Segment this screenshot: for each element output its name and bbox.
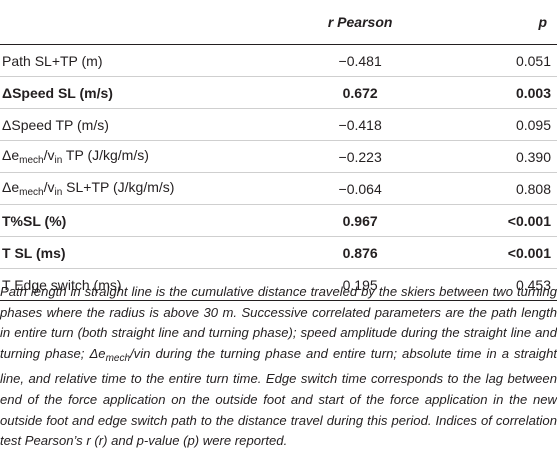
row-p-value: 0.095	[515, 116, 551, 133]
row-label: T SL (ms)	[2, 244, 66, 261]
row-label: T Edge switch (ms)	[2, 276, 122, 293]
footnote-part: Path length in straight line is the cumu…	[0, 284, 557, 361]
row-r-value: 0.967	[342, 212, 378, 229]
table-row: T%SL (%) 0.967 <0.001	[0, 205, 557, 237]
row-p-value: 0.453	[515, 276, 551, 293]
label-subscript: in	[54, 187, 63, 198]
row-r-value: −0.418	[338, 116, 382, 133]
row-p-value: 0.808	[515, 180, 551, 197]
header-p-value: p	[538, 14, 547, 30]
row-r-value: −0.481	[338, 52, 382, 69]
row-p-value: <0.001	[507, 212, 551, 229]
row-label: Path SL+TP (m)	[2, 52, 103, 69]
row-p-value: 0.390	[515, 148, 551, 165]
row-r-value: 0.672	[342, 84, 378, 101]
row-label: Δemech/vin SL+TP (J/kg/m/s)	[0, 173, 297, 205]
footnote-part: /vin during the turning phase and entire…	[0, 345, 557, 449]
label-part: Δe	[2, 147, 20, 163]
header-r-symbol: r	[327, 14, 334, 30]
row-label: Δemech/vin TP (J/kg/m/s)	[0, 141, 297, 173]
row-label: ΔSpeed TP (m/s)	[2, 116, 109, 133]
table-footnote: Path length in straight line is the cumu…	[0, 282, 557, 452]
header-r-label: Pearson	[333, 14, 393, 30]
table-header-row: r Pearson p	[0, 0, 557, 45]
header-r-pearson: r Pearson	[297, 0, 424, 45]
label-part: TP (J/kg/m/s)	[62, 147, 149, 163]
footnote-subscript: mech	[105, 352, 131, 364]
row-r-value: −0.064	[338, 180, 382, 197]
table-row: Δemech/vin SL+TP (J/kg/m/s) −0.064 0.808	[0, 173, 557, 205]
label-part: Δe	[2, 179, 20, 195]
table-row: T SL (ms) 0.876 <0.001	[0, 237, 557, 269]
label-part: /v	[43, 147, 55, 163]
correlation-table: r Pearson p Path SL+TP (m) −0.481 0.051 …	[0, 0, 557, 301]
label-part: SL+TP (J/kg/m/s)	[62, 179, 175, 195]
row-p-value: 0.003	[515, 84, 551, 101]
header-parameter	[0, 0, 297, 45]
table-row: Path SL+TP (m) −0.481 0.051	[0, 45, 557, 77]
table-row: Δemech/vin TP (J/kg/m/s) −0.223 0.390	[0, 141, 557, 173]
table-row: ΔSpeed SL (m/s) 0.672 0.003	[0, 77, 557, 109]
label-subscript: in	[54, 155, 63, 166]
row-label: ΔSpeed SL (m/s)	[2, 84, 113, 101]
label-part: /v	[43, 179, 55, 195]
row-label: T%SL (%)	[2, 212, 67, 229]
label-subscript: mech	[19, 187, 44, 198]
row-r-value: 0.876	[342, 244, 378, 261]
row-p-value: 0.051	[515, 52, 551, 69]
label-subscript: mech	[19, 155, 44, 166]
row-r-value: −0.223	[338, 148, 382, 165]
table-row: ΔSpeed TP (m/s) −0.418 0.095	[0, 109, 557, 141]
table-row: T Edge switch (ms) 0.195 0.453	[0, 269, 557, 301]
row-r-value: 0.195	[342, 276, 378, 293]
row-p-value: <0.001	[507, 244, 551, 261]
